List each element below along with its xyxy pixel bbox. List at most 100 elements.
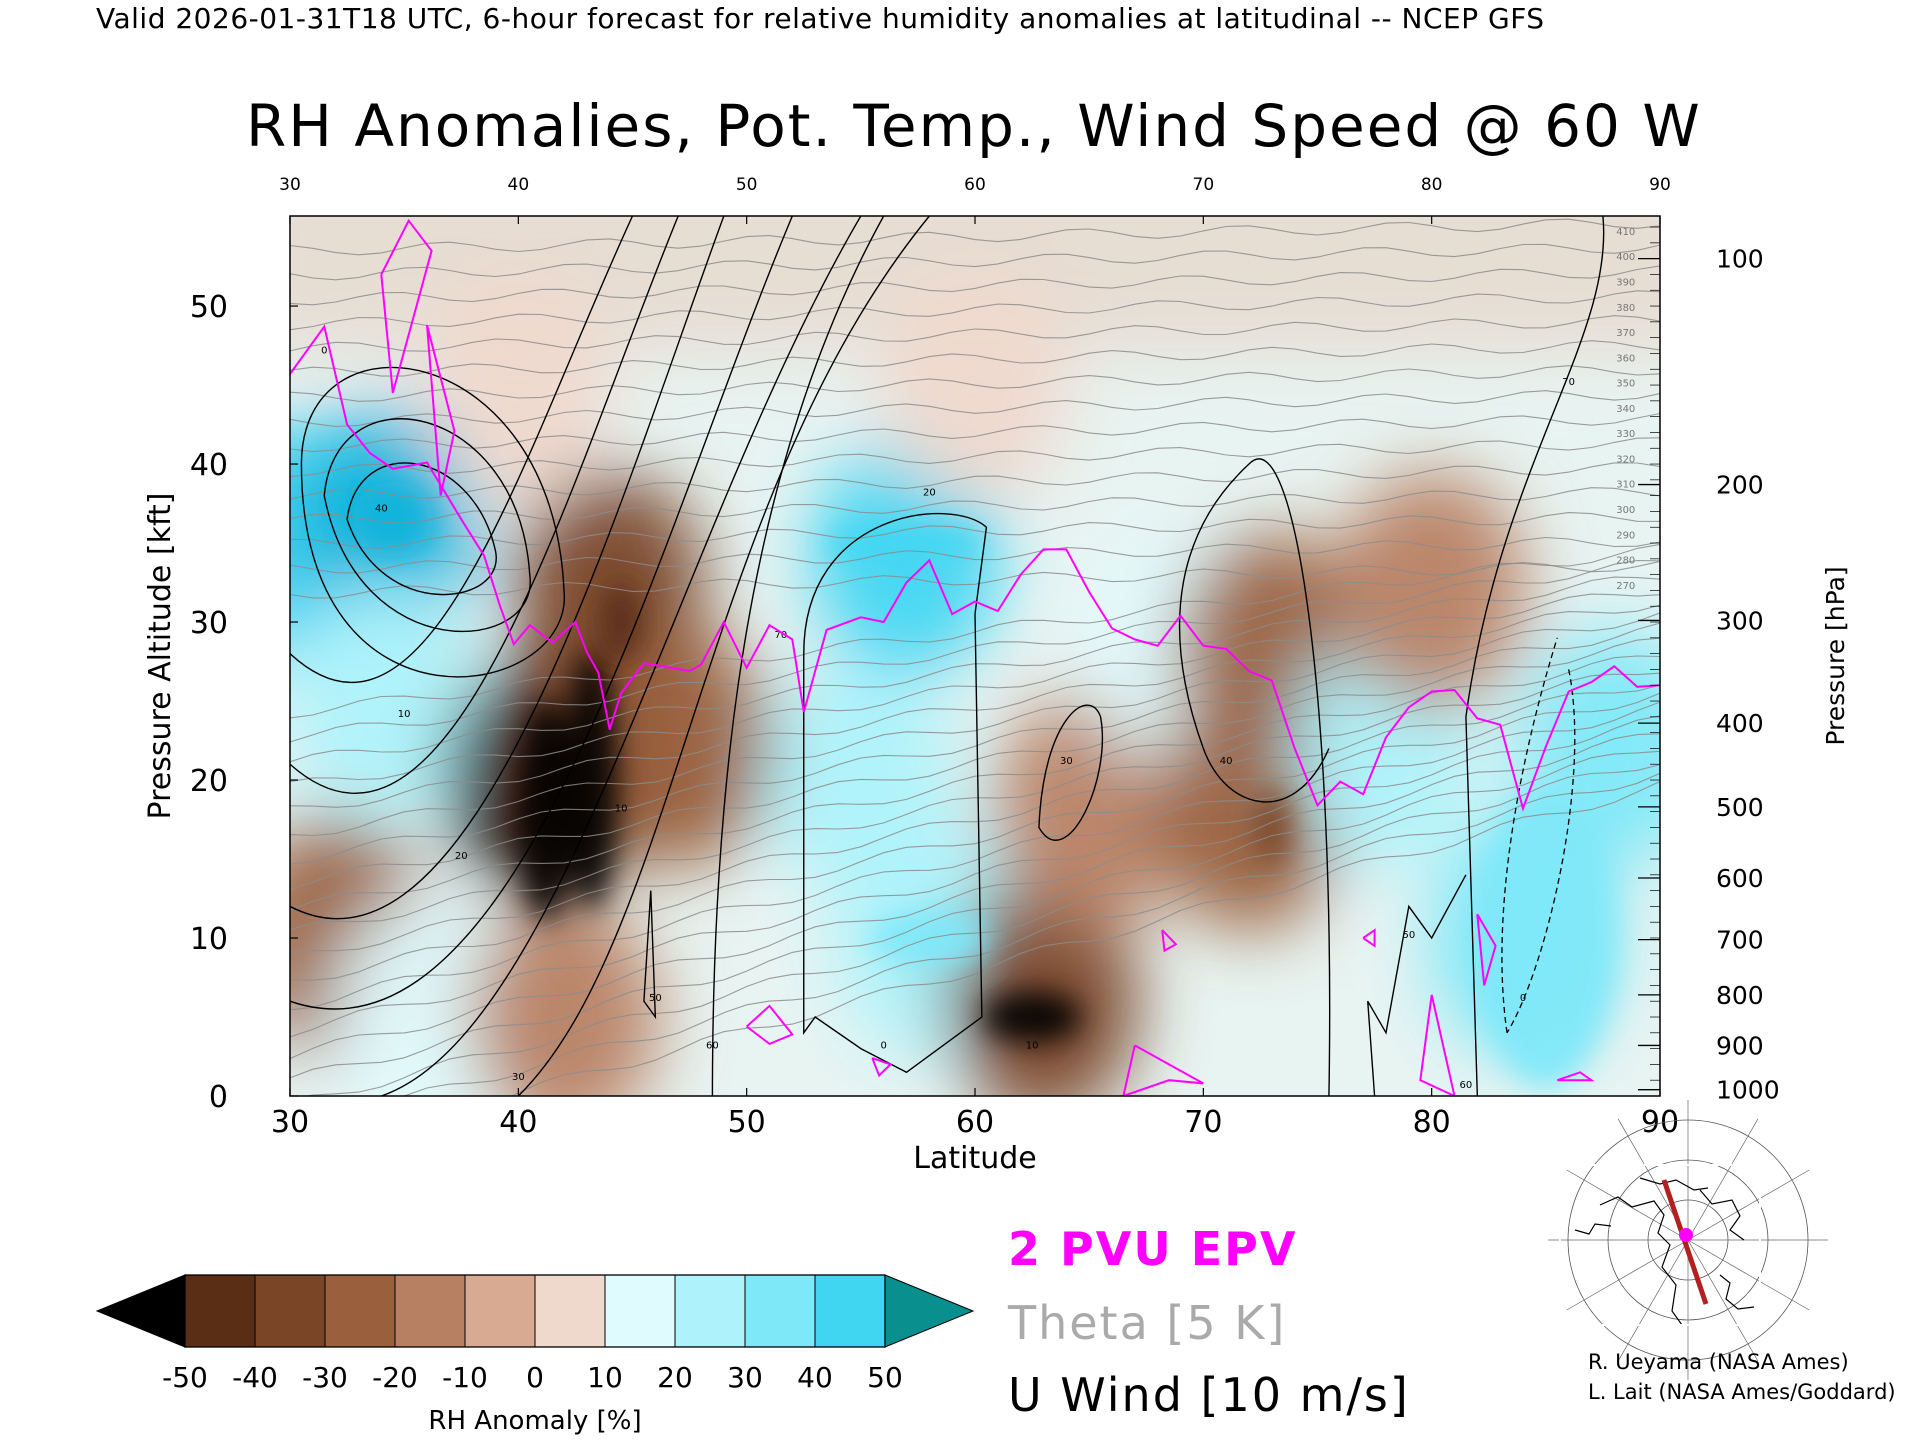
pressure-tick-label-5: 600 (1716, 864, 1764, 893)
y-tick-label-1: 10 (190, 922, 228, 957)
inset-coastline-0 (1599, 1196, 1683, 1326)
x-tick-label-3: 60 (956, 1105, 994, 1140)
field-point-9 (469, 897, 659, 1096)
colorbar-tick-label-8: 30 (727, 1361, 763, 1394)
theta-contour-2 (290, 265, 1660, 306)
inset-meridian-30 (1687, 1239, 1810, 1311)
theta-label-7: 340 (1616, 404, 1635, 415)
colorbar-frame (184, 1274, 886, 1348)
epv-loop-8 (1476, 913, 1497, 986)
inset-meridian-300 (1687, 1118, 1759, 1241)
u-wind-contour-11 (1038, 704, 1103, 841)
u-wind-contour-6 (290, 216, 793, 1010)
valid-time-line: Valid 2026-01-31T18 UTC, 6-hour forecast… (96, 2, 1545, 35)
u-wind-contour-0 (346, 462, 497, 596)
field-feature-1 (565, 650, 618, 911)
colorbar-bin-1 (255, 1275, 326, 1347)
theta-contours: 4104003903803703603503403303203103002902… (290, 218, 1660, 1096)
u-wind-label-4: 40 (375, 503, 388, 514)
theta-contour-3 (290, 290, 1660, 331)
theta-contour-31 (304, 764, 1660, 1096)
u-wind-label-10: 20 (923, 488, 936, 499)
u-wind-contour-7 (381, 216, 862, 1096)
pressure-tick-label-0: 100 (1716, 245, 1764, 274)
u-wind-label-13: 50 (1402, 930, 1415, 941)
epv-2pvu-line (290, 324, 1660, 812)
field-feature-3 (982, 991, 1083, 1044)
theta-contour-1 (290, 243, 1660, 281)
pressure-tick-label-9: 1000 (1716, 1076, 1780, 1105)
theta-contour-21 (290, 622, 1660, 865)
theta-contour-0 (290, 218, 1660, 256)
u-wind-contour-13 (1465, 216, 1605, 1096)
y-tick-label-2: 20 (190, 764, 228, 799)
theta-label-10: 310 (1616, 480, 1635, 491)
colorbar-low-arrow (95, 1274, 186, 1348)
theta-contour-14 (290, 560, 1660, 599)
theta-contour-13 (290, 536, 1660, 574)
u-wind-label-15: 70 (1562, 377, 1575, 388)
theta-label-4: 370 (1616, 328, 1635, 339)
theta-label-6: 350 (1616, 379, 1635, 390)
u-wind-contour-9 (711, 216, 885, 1096)
pressure-tick-label-8: 900 (1716, 1031, 1764, 1060)
u-wind-label-8: 0 (880, 1041, 886, 1052)
colorbar-bin-3 (395, 1275, 466, 1347)
inset-map-clipframe (1559, 1164, 1761, 1326)
legend-u-wind: U Wind [10 m/s] (1008, 1368, 1410, 1422)
x-tick-label-1: 40 (499, 1105, 537, 1140)
epv-loop-7 (1419, 994, 1456, 1096)
colorbar-bin-4 (465, 1275, 536, 1347)
u-wind-contour-4 (290, 216, 679, 794)
u-wind-contour-3 (290, 216, 634, 683)
field-feature-2 (599, 582, 644, 663)
theta-contour-9 (290, 437, 1660, 478)
colorbar-tick-label-6: 10 (587, 1361, 623, 1394)
u-wind-label-5: 50 (649, 993, 662, 1004)
theta-label-11: 300 (1616, 505, 1635, 516)
theta-contour-5 (290, 340, 1660, 377)
theta-label-13: 280 (1616, 556, 1635, 567)
inset-meridian-330 (1687, 1169, 1810, 1241)
u-wind-contour-12 (1178, 458, 1331, 1096)
x-axis-label: Latitude (913, 1141, 1036, 1176)
chart-title: RH Anomalies, Pot. Temp., Wind Speed @ 6… (246, 92, 1702, 160)
u-wind-label-14: 60 (1460, 1080, 1473, 1091)
colorbar-tick-label-9: 40 (797, 1361, 833, 1394)
theta-contour-25 (290, 684, 1660, 953)
epv-loop-2 (746, 1004, 794, 1046)
theta-contour-27 (290, 701, 1660, 1011)
y-tick-label-3: 30 (190, 606, 228, 641)
top-tick-label-1: 40 (508, 175, 530, 195)
top-tick-label-6: 90 (1649, 175, 1671, 195)
colorbar-bin-0 (185, 1275, 256, 1347)
inset-map (1548, 1100, 1828, 1380)
u-wind-negative-contour (1501, 637, 1576, 1034)
u-wind-contour-1 (323, 418, 531, 633)
rh-anomaly-field (290, 216, 1660, 1096)
epv-loop-1 (426, 324, 456, 496)
u-wind-contour-5 (290, 216, 725, 920)
y-axis-label: Pressure Altitude [kft] (143, 493, 178, 820)
colorbar-high-arrow (884, 1274, 975, 1348)
theta-contour-6 (290, 365, 1660, 402)
colorbar-bin-8 (745, 1275, 816, 1347)
inset-meridian-210 (1566, 1169, 1689, 1241)
u-wind-label-12: 40 (1220, 756, 1233, 767)
field-point-2 (290, 581, 477, 821)
field-sharp (352, 481, 1616, 1089)
x-tick-label-2: 50 (728, 1105, 766, 1140)
colorbar-tick-label-0: -50 (162, 1361, 208, 1394)
u-wind-label-16: 0 (1520, 993, 1526, 1004)
pressure-tick-label-6: 700 (1716, 926, 1764, 955)
theta-contour-20 (290, 612, 1660, 837)
u-wind-label-9: 10 (1026, 1041, 1039, 1052)
top-tick-label-3: 60 (964, 175, 986, 195)
epv-2pvu-layer (290, 218, 1660, 1096)
epv-loop-9 (1556, 1071, 1595, 1082)
u-wind-contour-14 (1367, 874, 1467, 1096)
theta-contour-4 (290, 315, 1660, 352)
u-wind-label-11: 30 (1060, 756, 1073, 767)
